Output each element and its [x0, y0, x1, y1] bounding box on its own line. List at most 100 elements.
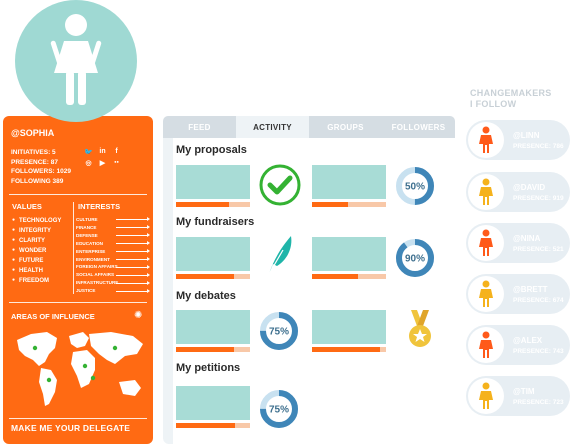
person-icon — [50, 14, 102, 105]
tab-groups[interactable]: GROUPS — [309, 116, 382, 138]
progress-fill — [312, 347, 381, 352]
followed-person-card[interactable]: @DAVID PRESENCE: 919 — [466, 172, 570, 212]
tab-feed[interactable]: FEED — [163, 116, 236, 138]
feather-icon — [268, 236, 292, 275]
ring-label: 75% — [269, 405, 289, 416]
followed-handle[interactable]: @LINN — [513, 131, 540, 140]
activity-panel: FEED ACTIVITY GROUPS FOLLOWERS My propos… — [163, 116, 455, 444]
facebook-icon[interactable]: f — [115, 148, 118, 155]
interest-item[interactable]: JUSTICE — [76, 287, 150, 295]
followed-presence: PRESENCE: 743 — [513, 348, 564, 355]
progress-fill — [176, 423, 236, 428]
person-icon — [468, 327, 504, 363]
progress-fill — [312, 202, 348, 207]
profile-avatar[interactable] — [15, 0, 137, 122]
value-item: TECHNOLOGY — [12, 216, 61, 226]
activity-card[interactable] — [312, 310, 386, 352]
tab-bar: FEED ACTIVITY GROUPS FOLLOWERS — [163, 116, 455, 138]
activity-card[interactable] — [176, 165, 250, 207]
make-delegate-button[interactable]: MAKE ME YOUR DELEGATE — [11, 423, 131, 433]
followed-person-card[interactable]: @NINA PRESENCE: 521 — [466, 223, 570, 263]
progress-fill — [176, 347, 234, 352]
divider — [73, 202, 74, 294]
activity-card[interactable] — [312, 165, 386, 207]
ring-fill — [260, 312, 298, 350]
interest-item[interactable]: INFRASTRUCTURE — [76, 279, 150, 287]
interests-list: CULTURE FINANCE DEFENSE EDUCATION ENTERP… — [76, 216, 150, 295]
section-title: My fundraisers — [176, 216, 255, 228]
interest-item[interactable]: FINANCE — [76, 224, 150, 232]
followed-person-card[interactable]: @ALEX PRESENCE: 743 — [466, 325, 570, 365]
stat-following[interactable]: FOLLOWING 389 — [11, 177, 64, 185]
flickr-icon[interactable]: ●● — [114, 159, 119, 164]
interest-item[interactable]: EDUCATION — [76, 240, 150, 248]
value-item: INTEGRITY — [12, 226, 61, 236]
arrow-right-icon — [116, 264, 150, 269]
interest-item[interactable]: DEFENSE — [76, 232, 150, 240]
linkedin-icon[interactable]: in — [99, 148, 106, 155]
arrow-right-icon — [116, 225, 150, 230]
followed-handle[interactable]: @DAVID — [513, 183, 546, 192]
followed-person-card[interactable]: @LINN PRESENCE: 786 — [466, 120, 570, 160]
activity-card[interactable] — [176, 237, 250, 279]
progress-ring: 75% — [260, 390, 298, 428]
ring-label: 75% — [269, 327, 289, 338]
ring-fill — [260, 390, 298, 428]
progress-fill — [312, 274, 358, 279]
areas-title: AREAS OF INFLUENCE — [11, 312, 95, 321]
divider — [9, 194, 147, 195]
interest-item[interactable]: ENVIRONMENT — [76, 256, 150, 264]
arrow-right-icon — [116, 272, 150, 277]
followed-presence: PRESENCE: 723 — [513, 399, 564, 406]
interest-item[interactable]: ENTERPRISE — [76, 248, 150, 256]
tab-followers[interactable]: FOLLOWERS — [382, 116, 455, 138]
section-title: My proposals — [176, 144, 247, 156]
activity-card[interactable] — [176, 310, 250, 352]
interests-title: INTERESTS — [78, 202, 121, 211]
stat-presence: PRESENCE: 87 — [11, 158, 58, 166]
tab-activity[interactable]: ACTIVITY — [236, 116, 309, 138]
youtube-icon[interactable]: ▶ — [99, 160, 106, 167]
interest-item[interactable]: FOREIGN AFFAIRS — [76, 263, 150, 271]
medal-icon — [409, 310, 431, 347]
person-icon — [468, 378, 504, 414]
arrow-right-icon — [116, 217, 150, 222]
followed-person-card[interactable]: @BRETT PRESENCE: 674 — [466, 274, 570, 314]
person-icon — [468, 122, 504, 158]
value-item: CLARITY — [12, 236, 61, 246]
arrow-right-icon — [116, 233, 150, 238]
profile-stats: INITIATIVES: 5 PRESENCE: 87 FOLLOWERS: 1… — [11, 148, 71, 186]
progress-ring: 50% — [396, 167, 434, 205]
twitter-icon[interactable]: 🐦 — [84, 149, 93, 156]
activity-card[interactable] — [176, 386, 250, 428]
followed-handle[interactable]: @BRETT — [513, 285, 548, 294]
interest-item[interactable]: SOCIAL AFFAIRS — [76, 271, 150, 279]
followed-handle[interactable]: @ALEX — [513, 336, 543, 345]
section-title: My petitions — [176, 362, 241, 374]
activity-card[interactable] — [312, 237, 386, 279]
social-links: 🐦 in f ◎ ▶ ●● — [83, 148, 122, 167]
following-title-line: CHANGEMAKERS — [470, 88, 552, 98]
divider — [9, 302, 147, 303]
stat-followers[interactable]: FOLLOWERS: 1029 — [11, 168, 71, 175]
ring-label: 50% — [405, 182, 425, 193]
world-map — [17, 332, 143, 406]
followed-handle[interactable]: @NINA — [513, 234, 541, 243]
profile-panel: @SOPHIA INITIATIVES: 5 PRESENCE: 87 FOLL… — [3, 116, 153, 444]
following-title-line: I FOLLOW — [470, 99, 517, 109]
followed-presence: PRESENCE: 674 — [513, 297, 564, 304]
values-list: TECHNOLOGY INTEGRITY CLARITY WONDER FUTU… — [12, 216, 61, 286]
interest-item[interactable]: CULTURE — [76, 216, 150, 224]
followed-presence: PRESENCE: 919 — [513, 195, 564, 202]
following-title: CHANGEMAKERS I FOLLOW — [470, 88, 552, 110]
person-icon — [468, 276, 504, 312]
instagram-icon[interactable]: ◎ — [85, 160, 92, 167]
profile-handle[interactable]: @SOPHIA — [11, 128, 55, 138]
followed-person-card[interactable]: @TIM PRESENCE: 723 — [466, 376, 570, 416]
checkmark-icon — [259, 164, 301, 206]
followed-handle[interactable]: @TIM — [513, 387, 535, 396]
progress-fill — [176, 274, 234, 279]
arrow-right-icon — [116, 241, 150, 246]
value-item: FUTURE — [12, 256, 61, 266]
values-title: VALUES — [12, 202, 42, 211]
